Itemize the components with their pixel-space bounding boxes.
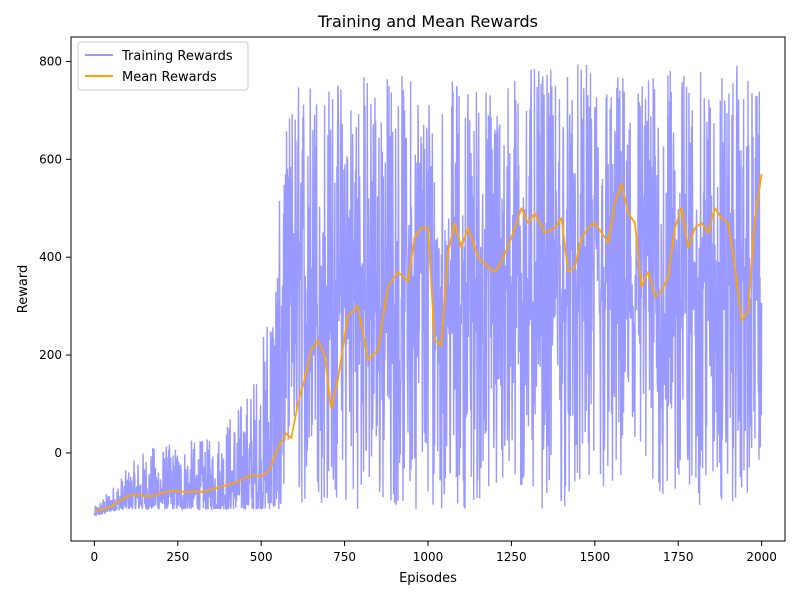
- y-tick-label: 0: [54, 446, 62, 460]
- plot-area: [70, 36, 786, 542]
- y-tick-label: 600: [39, 152, 62, 166]
- y-axis-label: Reward: [16, 265, 31, 313]
- x-tick-label: 750: [333, 550, 356, 564]
- x-tick-label: 250: [166, 550, 189, 564]
- x-tick-label: 1750: [663, 550, 694, 564]
- x-tick-label: 1500: [580, 550, 611, 564]
- series-layer: [93, 64, 763, 516]
- legend-label-mean-rewards: Mean Rewards: [122, 70, 217, 85]
- x-tick-label: 2000: [746, 550, 777, 564]
- y-tick-label: 800: [39, 54, 62, 68]
- legend: Training Rewards Mean Rewards: [77, 41, 249, 91]
- series-mean-rewards-line: [94, 173, 763, 513]
- x-tick-label: 500: [250, 550, 273, 564]
- y-tick-label: 200: [39, 348, 62, 362]
- x-tick-label: 1000: [413, 550, 444, 564]
- legend-label-training-rewards: Training Rewards: [121, 49, 233, 64]
- x-tick-label: 1250: [496, 550, 527, 564]
- series-training-rewards-line: [93, 64, 763, 516]
- x-axis: 0 250 500 750 1000 1250 1500 1750 2000: [91, 541, 777, 564]
- x-axis-label: Episodes: [399, 571, 457, 586]
- x-tick-label: 0: [91, 550, 99, 564]
- y-tick-label: 400: [39, 250, 62, 264]
- chart-title: Training and Mean Rewards: [317, 12, 538, 31]
- y-axis: 0 200 400 600 800: [39, 54, 71, 460]
- legend-box: [77, 41, 249, 91]
